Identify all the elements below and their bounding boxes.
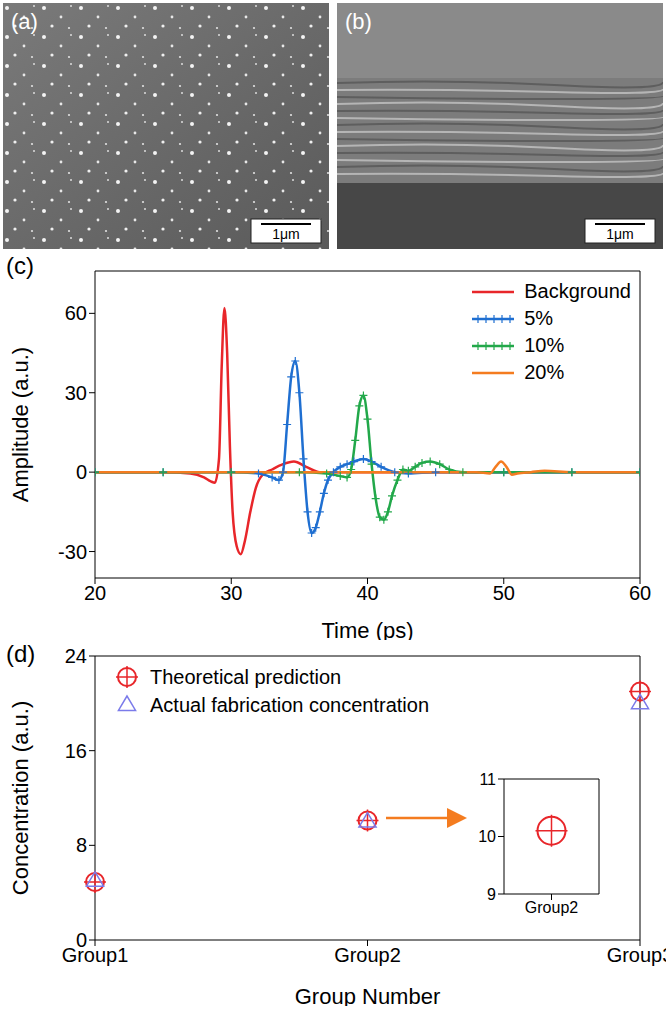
svg-text:40: 40 — [356, 582, 378, 604]
svg-text:(b): (b) — [345, 9, 372, 34]
svg-text:0: 0 — [76, 929, 87, 951]
svg-text:Amplitude (a.u.): Amplitude (a.u.) — [8, 347, 33, 502]
svg-text:60: 60 — [629, 582, 651, 604]
svg-text:30: 30 — [220, 582, 242, 604]
html-text:Actual fabrication concentrati: Actual fabrication concentration — [150, 693, 430, 716]
svg-text:Group1: Group1 — [62, 944, 129, 966]
html-text:(c): (c) — [6, 252, 34, 279]
svg-text:24: 24 — [65, 645, 87, 667]
html-text:10%: 10% — [524, 334, 565, 356]
html-text:Theoretical prediction: Theoretical prediction — [150, 665, 342, 688]
svg-text:Group Number: Group Number — [295, 984, 441, 1006]
svg-text:Group2: Group2 — [525, 899, 578, 916]
svg-text:0: 0 — [76, 461, 87, 483]
svg-text:Group2: Group2 — [334, 944, 401, 966]
svg-text:8: 8 — [76, 834, 87, 856]
svg-text:Concentration (a.u.): Concentration (a.u.) — [8, 701, 33, 895]
svg-text:50: 50 — [493, 582, 515, 604]
html-text:Background: Background — [524, 280, 631, 302]
svg-text:Time (ps): Time (ps) — [321, 618, 413, 640]
svg-text:9: 9 — [487, 886, 496, 903]
html-text:(d): (d) — [6, 640, 36, 667]
html-text:20%: 20% — [524, 361, 565, 383]
svg-text:60: 60 — [65, 302, 87, 324]
svg-text:1μm: 1μm — [606, 226, 634, 242]
svg-text:-30: -30 — [58, 541, 87, 563]
svg-text:10: 10 — [478, 828, 496, 845]
svg-text:Group3: Group3 — [607, 944, 666, 966]
svg-text:11: 11 — [479, 771, 496, 788]
svg-text:20: 20 — [84, 582, 106, 604]
svg-text:(a): (a) — [11, 9, 38, 34]
svg-text:1μm: 1μm — [272, 226, 300, 242]
svg-text:30: 30 — [65, 382, 87, 404]
html-text:5%: 5% — [524, 307, 554, 329]
svg-text:16: 16 — [65, 740, 87, 762]
